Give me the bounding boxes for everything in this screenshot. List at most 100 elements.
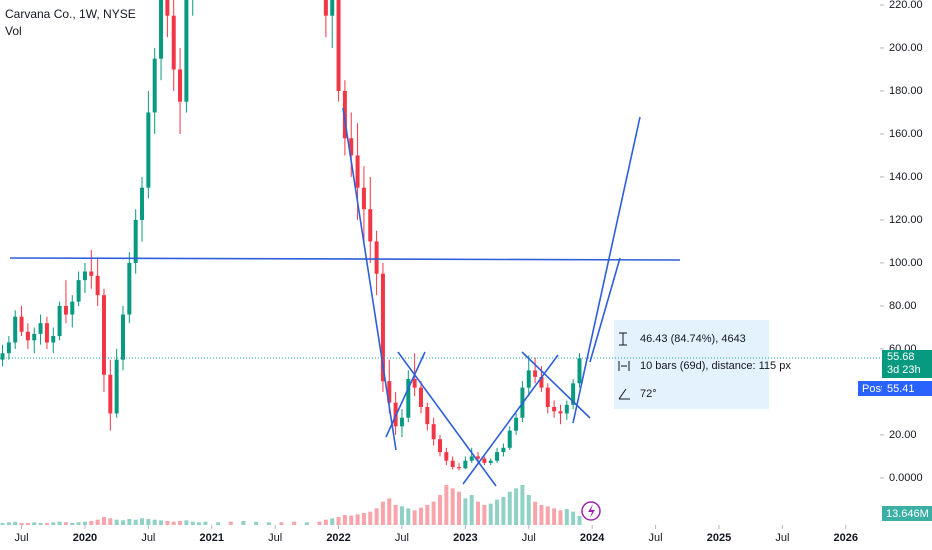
candle-body — [412, 379, 417, 388]
volume-bar — [425, 505, 430, 525]
candle-body — [330, 0, 335, 16]
candle-body — [44, 323, 49, 343]
volume-bar — [70, 523, 75, 525]
volume-bar — [304, 522, 309, 525]
volume-bar — [406, 508, 411, 525]
volume-bar — [495, 499, 500, 525]
volume-bar — [19, 523, 24, 525]
candle-body — [482, 458, 487, 463]
trend-line — [572, 116, 641, 424]
candle-body — [444, 452, 449, 461]
candle-body — [165, 0, 170, 16]
volume-bar — [533, 501, 538, 525]
measure-price: 46.43 (84.74%), 4643 — [640, 333, 746, 345]
candle-body — [25, 331, 30, 341]
volume-bar — [438, 495, 442, 525]
volume-bar — [336, 517, 341, 525]
volume-bar — [114, 519, 119, 525]
last-price: 55.68 — [887, 351, 915, 363]
volume-bar — [184, 520, 189, 525]
candle-body — [476, 456, 481, 459]
candle-body — [108, 374, 113, 414]
y-tick-label: 200.00 — [889, 42, 923, 54]
candle-layer — [0, 0, 582, 471]
volume-bar — [44, 523, 49, 525]
volume-bar — [412, 510, 417, 525]
candle-body — [488, 460, 493, 463]
candle-body — [539, 376, 544, 388]
volume-bar — [431, 501, 436, 525]
y-tick-label: 0.0000 — [889, 472, 923, 484]
volume-bar — [564, 509, 569, 525]
candle-body — [0, 353, 5, 360]
volume-bar — [463, 498, 468, 525]
candle-body — [361, 187, 366, 210]
volume-bar — [292, 521, 297, 525]
candle-body — [152, 58, 157, 113]
volume-bar — [266, 522, 271, 525]
volume-bar — [507, 491, 512, 525]
candle-body — [533, 370, 538, 377]
volume-bar — [165, 521, 170, 525]
candle-body — [159, 0, 164, 59]
candle-body — [184, 0, 189, 102]
x-tick-label: Jul — [268, 532, 282, 544]
volume-bar — [108, 518, 113, 525]
x-tick-label: 2021 — [200, 532, 224, 544]
volume-bar — [374, 508, 379, 525]
candle-body — [450, 460, 455, 468]
volume-bar — [488, 503, 493, 525]
candle-body — [336, 0, 341, 91]
candle-body — [571, 383, 576, 405]
candle-body — [495, 452, 500, 461]
candle-body — [577, 358, 582, 384]
candle-body — [70, 301, 75, 315]
volume-bar — [514, 488, 519, 525]
candle-body — [469, 456, 474, 461]
volume-bar — [444, 485, 449, 525]
volume-bar — [349, 515, 354, 525]
volume-bar — [355, 514, 360, 525]
candle-body — [114, 359, 119, 414]
volume-bar — [476, 501, 481, 525]
volume-bar — [82, 521, 87, 525]
volume-bar — [526, 495, 531, 525]
trend-line — [397, 351, 497, 487]
volume-bar — [539, 505, 544, 525]
volume-bar — [203, 521, 208, 525]
candle-body — [13, 316, 18, 343]
candle-body — [133, 219, 138, 263]
volume-bar — [63, 522, 68, 525]
volume-bar — [450, 488, 455, 525]
candle-body — [355, 155, 360, 188]
volume-bar — [342, 515, 347, 525]
candle-body — [418, 387, 423, 407]
volume-bar — [133, 519, 138, 525]
volume-bar — [520, 485, 525, 525]
candle-body — [82, 271, 87, 281]
post-label: Post — [862, 383, 884, 395]
x-tick-label: Jul — [775, 532, 789, 544]
y-tick-label: 20.00 — [889, 429, 917, 441]
candle-body — [120, 314, 125, 360]
volume-bar — [32, 522, 37, 525]
volume-bar — [361, 513, 366, 525]
candle-body — [438, 439, 442, 453]
volume-bar — [501, 497, 506, 525]
candle-body — [564, 404, 569, 414]
price-icon — [619, 332, 627, 346]
volume-bar — [120, 520, 125, 525]
candle-body — [76, 280, 81, 302]
candle-body — [425, 406, 430, 425]
volume-bar — [101, 517, 106, 525]
measure-background — [614, 320, 769, 409]
volume-bar — [545, 506, 550, 525]
x-axis: Jul 2020 Jul 2021 Jul 2022 Jul 2023 Jul 2024 Jul 20… — [15, 525, 858, 544]
chart-title: Carvana Co., 1W, NYSE — [5, 7, 136, 21]
measure-box: 46.43 (84.74%), 4643 10 bars (69d), dist… — [614, 320, 791, 409]
y-tick-label: 160.00 — [889, 128, 923, 140]
candle-body — [552, 406, 557, 412]
volume-bar — [76, 522, 81, 525]
volume-bar — [323, 519, 328, 525]
volume-bar — [140, 518, 145, 525]
